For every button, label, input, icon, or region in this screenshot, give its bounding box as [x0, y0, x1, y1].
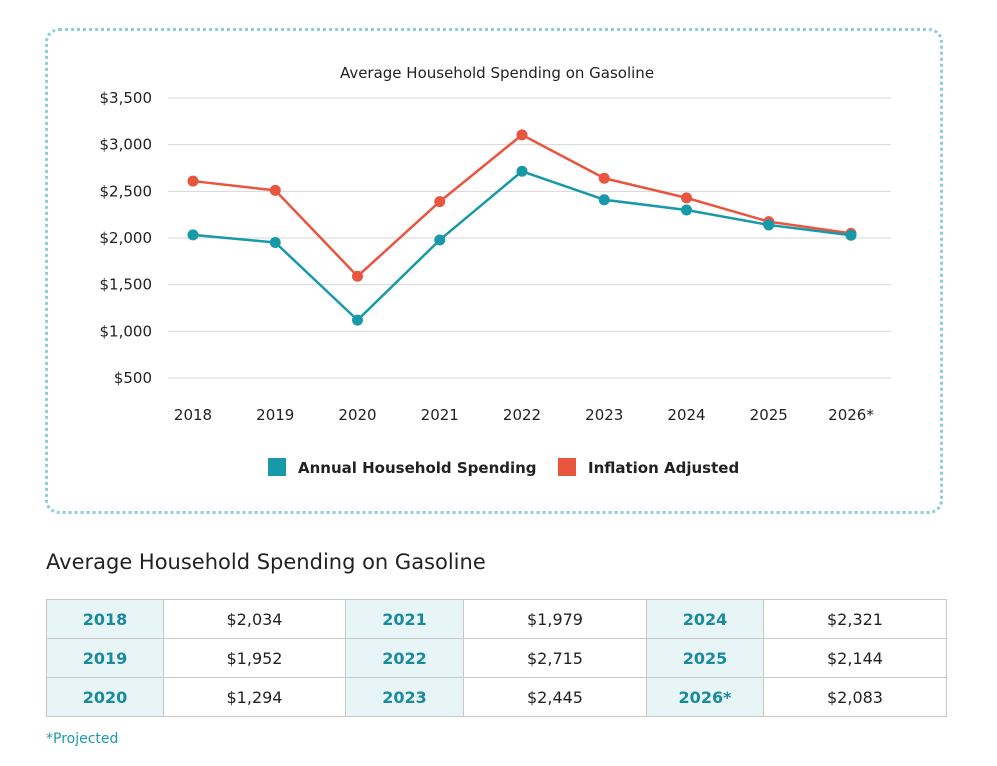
data-point	[352, 270, 363, 282]
data-point	[187, 175, 199, 187]
y-axis-ticks: $500 $1,000 $1,500 $2,000 $2,500 $3,000 $3,500	[100, 89, 153, 387]
line-chart: Average Household Spending on Gasoline $…	[100, 64, 891, 477]
value-cell: $1,979	[463, 599, 647, 639]
grid-lines	[168, 97, 891, 379]
footnote: *Projected	[46, 731, 119, 747]
x-tick-label: 2026*	[828, 406, 874, 424]
y-tick-label: $3,000	[100, 136, 153, 154]
year-cell: 2026*	[646, 677, 764, 717]
chart-card: Average Household Spending on Gasoline $…	[45, 28, 943, 514]
year-cell: 2023	[345, 677, 464, 717]
chart-title: Average Household Spending on Gasoline	[340, 64, 654, 82]
data-point	[269, 184, 281, 196]
table-row: 2020 $1,294 2023 $2,445 2026* $2,083	[46, 677, 947, 717]
y-tick-label: $2,000	[100, 229, 153, 247]
data-point	[681, 192, 692, 204]
year-cell: 2020	[46, 677, 164, 717]
y-tick-label: $3,500	[100, 89, 153, 107]
data-point	[352, 314, 363, 326]
data-point	[845, 229, 857, 241]
value-cell: $2,144	[763, 638, 947, 678]
table-row: 2018 $2,034 2021 $1,979 2024 $2,321	[46, 599, 947, 639]
x-tick-label: 2023	[585, 406, 623, 424]
table-title: Average Household Spending on Gasoline	[46, 550, 486, 574]
x-tick-label: 2022	[503, 406, 541, 424]
y-tick-label: $500	[114, 369, 152, 387]
legend: Annual Household Spending Inflation Adjus…	[268, 458, 739, 477]
x-tick-label: 2020	[338, 406, 376, 424]
value-cell: $2,321	[763, 599, 947, 639]
data-point	[434, 234, 446, 246]
x-axis-ticks: 2018 2019 2020 2021 2022 2023 2024 2025 2026*	[174, 406, 874, 424]
year-cell: 2019	[46, 638, 164, 678]
value-cell: $1,294	[163, 677, 346, 717]
x-tick-label: 2021	[421, 406, 459, 424]
year-cell: 2018	[46, 599, 164, 639]
table-row: 2019 $1,952 2022 $2,715 2025 $2,144	[46, 638, 947, 678]
legend-swatch	[268, 458, 286, 476]
data-point	[516, 165, 528, 177]
legend-label: Annual Household Spending	[298, 459, 537, 477]
y-tick-label: $2,500	[100, 182, 153, 200]
data-point	[763, 219, 775, 231]
y-tick-label: $1,000	[100, 322, 153, 340]
year-cell: 2024	[646, 599, 764, 639]
data-point	[681, 204, 692, 216]
value-cell: $2,715	[463, 638, 647, 678]
x-tick-label: 2019	[256, 406, 294, 424]
data-point	[187, 229, 199, 241]
data-point	[516, 129, 528, 141]
value-cell: $2,083	[763, 677, 947, 717]
data-point	[598, 194, 610, 206]
y-tick-label: $1,500	[100, 276, 153, 294]
series-lines	[187, 129, 857, 326]
x-tick-label: 2025	[750, 406, 788, 424]
year-cell: 2022	[345, 638, 464, 678]
data-point	[269, 236, 281, 248]
value-cell: $1,952	[163, 638, 346, 678]
series-line	[192, 133, 852, 278]
legend-label: Inflation Adjusted	[588, 459, 739, 477]
value-cell: $2,034	[163, 599, 346, 639]
year-cell: 2025	[646, 638, 764, 678]
data-point	[598, 172, 610, 184]
spending-table: 2018 $2,034 2021 $1,979 2024 $2,321 2019…	[46, 599, 947, 717]
year-cell: 2021	[345, 599, 464, 639]
x-tick-label: 2018	[174, 406, 212, 424]
legend-swatch	[558, 458, 576, 476]
series-line	[192, 170, 852, 322]
value-cell: $2,445	[463, 677, 647, 717]
x-tick-label: 2024	[667, 406, 705, 424]
data-point	[434, 196, 446, 208]
